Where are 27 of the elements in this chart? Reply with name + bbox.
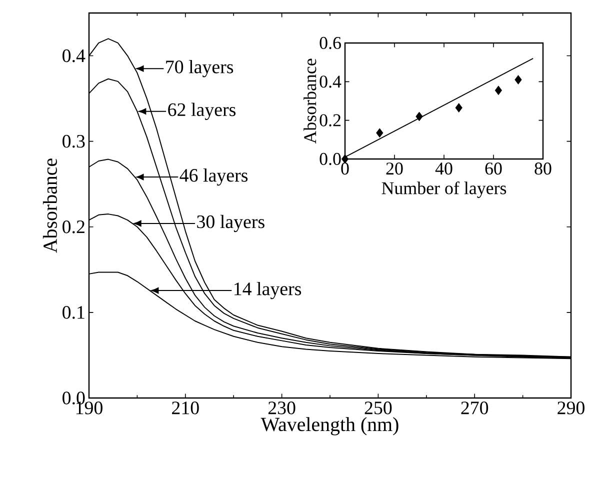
legend-label: 62 layers — [168, 102, 236, 120]
legend-label: 70 layers — [166, 60, 234, 78]
y-tick-label: 0.1 — [62, 306, 84, 319]
x-tick-label: 40 — [435, 162, 452, 175]
x-tick-label: 230 — [268, 402, 296, 414]
y-tick-label: 0.3 — [62, 134, 85, 148]
y-axis-title: Absorbance — [42, 158, 57, 253]
legend-label: 46 layers — [180, 168, 248, 186]
x-tick-label: 80 — [534, 162, 552, 175]
y-tick-label: 0.0 — [320, 152, 341, 166]
x-tick-label: 270 — [461, 402, 488, 414]
y-tick-label: 0.6 — [320, 36, 341, 50]
x-tick-label: 0 — [341, 162, 349, 175]
x-tick-label: 60 — [485, 162, 502, 175]
y-tick-label: 0.2 — [62, 220, 84, 234]
x-tick-label: 290 — [558, 402, 584, 414]
x-tick-label: 210 — [172, 402, 199, 414]
y-tick-label: 0.4 — [62, 49, 86, 62]
y-axis-title: Absorbance — [304, 58, 316, 144]
legend-label: 30 layers — [197, 214, 264, 232]
x-axis-title: Wavelength (nm) — [260, 417, 398, 436]
y-tick-label: 0.2 — [320, 114, 340, 126]
x-axis-title: Number of layers — [382, 181, 506, 198]
x-tick-label: 20 — [386, 162, 403, 175]
x-tick-label: 250 — [364, 402, 392, 414]
legend-label: 14 layers — [234, 282, 302, 300]
y-tick-label: 0.4 — [320, 76, 342, 88]
